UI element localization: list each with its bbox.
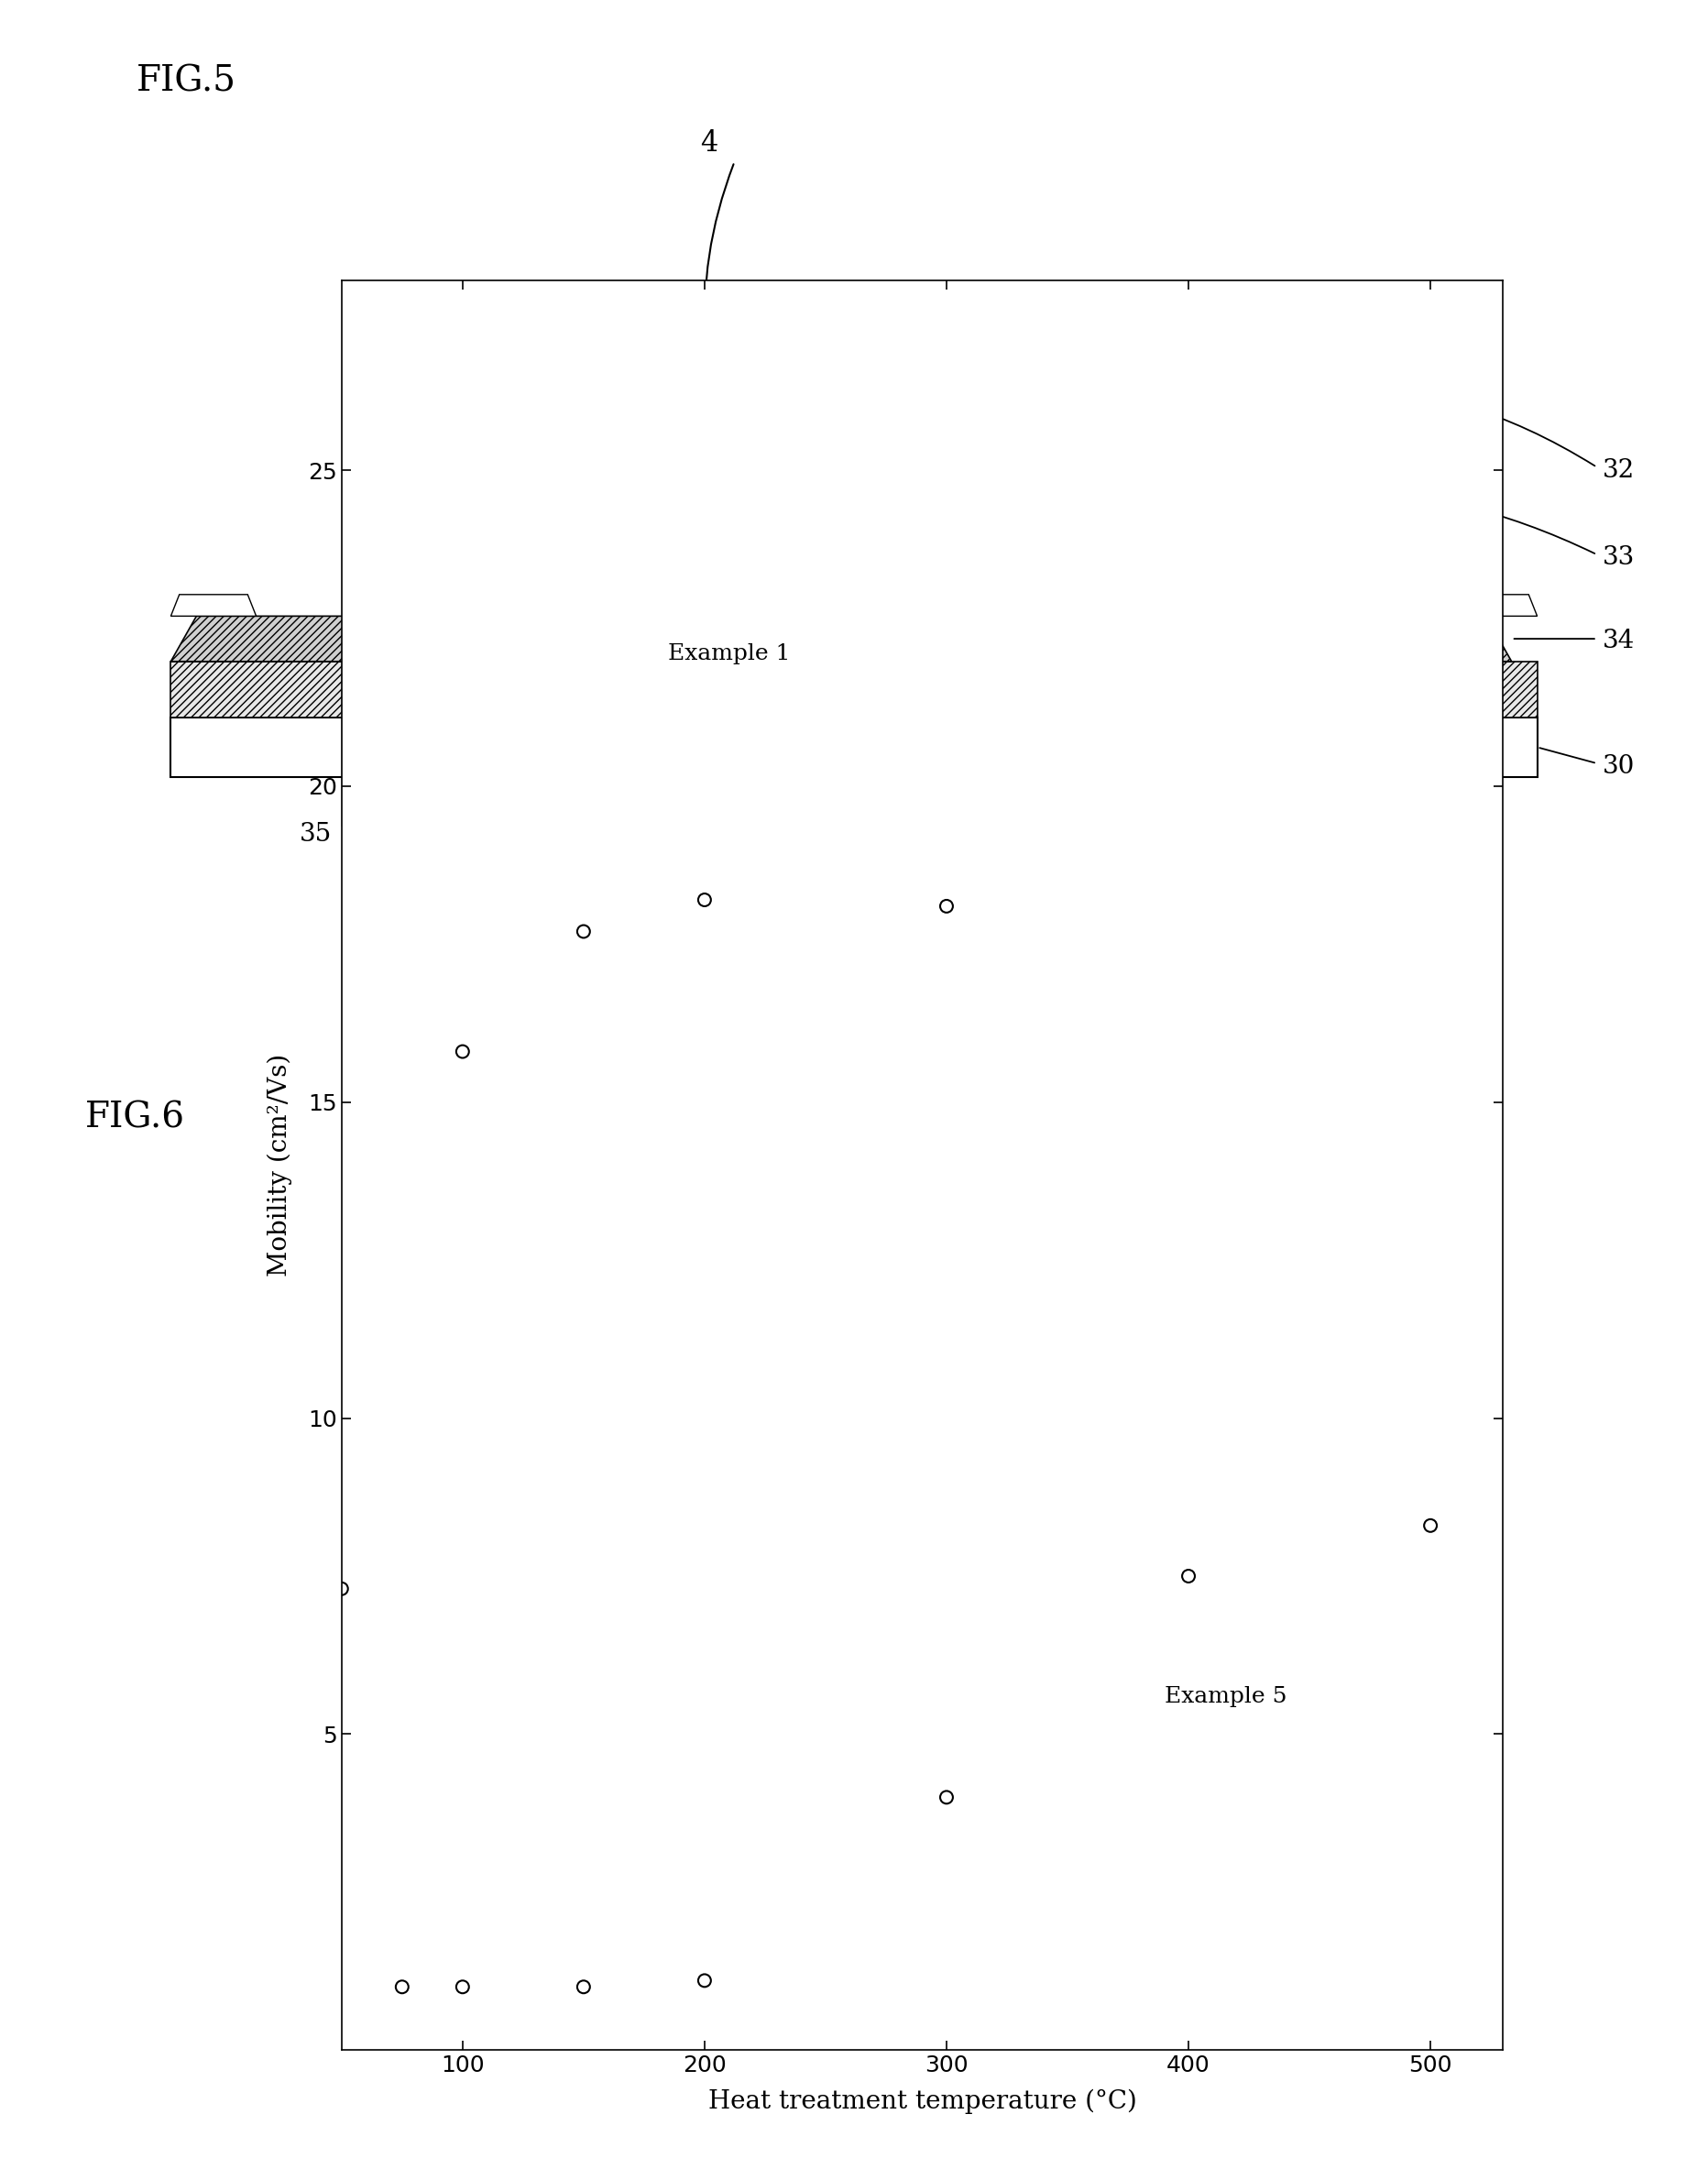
Text: FIG.6: FIG.6 <box>85 1101 184 1135</box>
Point <box>449 1970 477 2005</box>
Point <box>690 1964 719 1998</box>
Point <box>388 1970 415 2005</box>
Polygon shape <box>1452 593 1537 617</box>
Text: FIG.5: FIG.5 <box>137 65 236 99</box>
Point <box>570 915 598 950</box>
Point <box>328 1571 355 1606</box>
X-axis label: Heat treatment temperature (°C): Heat treatment temperature (°C) <box>707 2089 1138 2115</box>
Bar <box>171 660 1537 716</box>
Point <box>933 889 960 924</box>
Polygon shape <box>991 617 1512 660</box>
Polygon shape <box>171 593 256 617</box>
Text: Example 1: Example 1 <box>668 643 791 665</box>
Text: 30: 30 <box>1602 755 1635 779</box>
Polygon shape <box>487 559 1042 602</box>
Point <box>933 1780 960 1815</box>
Point <box>1418 1508 1445 1543</box>
Text: Example 5: Example 5 <box>1165 1685 1286 1707</box>
Text: 36: 36 <box>1266 822 1296 848</box>
Bar <box>521 602 1008 660</box>
Polygon shape <box>171 617 547 660</box>
Y-axis label: Mobility (cm²/Vs): Mobility (cm²/Vs) <box>268 1053 292 1278</box>
Bar <box>171 716 1537 777</box>
Text: 34: 34 <box>1602 628 1635 654</box>
Point <box>690 883 719 917</box>
Point <box>1175 1558 1202 1593</box>
Text: 37: 37 <box>745 872 775 896</box>
Polygon shape <box>794 492 999 559</box>
Text: 35: 35 <box>301 822 331 848</box>
Text: 4: 4 <box>700 129 717 158</box>
Point <box>449 1034 477 1068</box>
Polygon shape <box>529 492 743 559</box>
Point <box>570 1970 598 2005</box>
Text: 33: 33 <box>1602 546 1635 570</box>
Text: 32: 32 <box>1602 457 1635 483</box>
